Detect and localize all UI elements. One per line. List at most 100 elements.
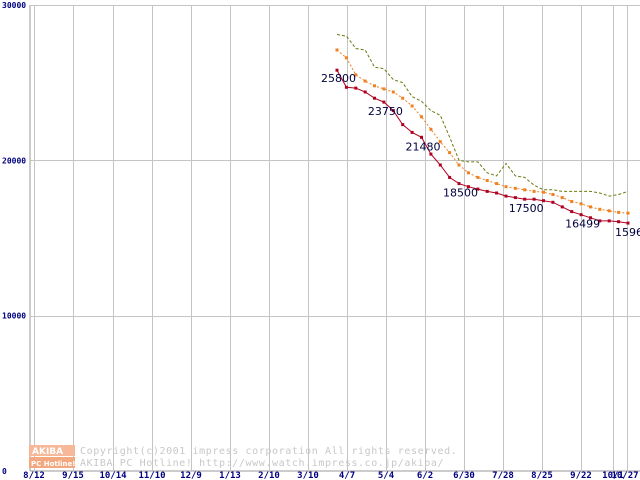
akiba-logo-top-text: AKIBA bbox=[32, 447, 63, 457]
point-low bbox=[542, 199, 545, 203]
point-average bbox=[457, 163, 461, 167]
point-average bbox=[401, 96, 405, 100]
x-tick-label: 7/28 bbox=[492, 471, 514, 480]
y-tick-label: 10000 bbox=[2, 312, 26, 321]
point-low bbox=[579, 213, 583, 217]
point-low bbox=[607, 219, 611, 223]
point-low bbox=[617, 220, 621, 224]
data-label: 21480 bbox=[406, 140, 441, 153]
point-average bbox=[598, 207, 602, 211]
x-tick-label: 8/25 bbox=[531, 471, 553, 480]
point-low bbox=[504, 194, 508, 198]
x-tick-label: 11/10 bbox=[138, 471, 165, 480]
data-label: 23750 bbox=[368, 105, 403, 118]
point-low bbox=[476, 187, 480, 191]
point-average bbox=[391, 90, 395, 94]
point-low bbox=[513, 196, 517, 200]
series-line-average bbox=[336, 49, 629, 214]
x-tick-label: 6/2 bbox=[417, 471, 433, 480]
data-label: 16499 bbox=[565, 218, 600, 231]
point-average bbox=[513, 186, 517, 190]
point-low bbox=[354, 86, 358, 90]
copyright-line: Copyright(c)2001 impress corporation All… bbox=[80, 446, 457, 457]
x-tick-label: 5/4 bbox=[378, 471, 395, 480]
point-average bbox=[429, 127, 433, 131]
y-tick-label: 20000 bbox=[2, 156, 26, 165]
y-tick-label: 30000 bbox=[2, 1, 26, 10]
point-low bbox=[382, 100, 386, 104]
point-average bbox=[476, 175, 480, 179]
x-tick-label: 10/1 bbox=[602, 471, 624, 480]
point-low bbox=[429, 152, 433, 156]
point-average bbox=[373, 84, 376, 88]
point-low bbox=[570, 210, 574, 214]
point-low bbox=[560, 205, 564, 209]
point-average bbox=[344, 56, 348, 60]
point-average bbox=[335, 48, 339, 52]
point-average bbox=[495, 182, 499, 186]
point-low bbox=[532, 197, 536, 201]
point-low bbox=[401, 123, 405, 127]
point-average bbox=[485, 179, 489, 182]
point-average bbox=[466, 171, 470, 175]
point-average bbox=[589, 205, 592, 209]
point-average bbox=[570, 200, 574, 203]
point-average bbox=[410, 104, 414, 108]
point-low bbox=[485, 189, 489, 193]
x-tick-label: 3/10 bbox=[297, 471, 319, 480]
series-line-high bbox=[336, 34, 629, 197]
x-tick-label: 10/27 bbox=[611, 471, 638, 480]
akiba-logo-top bbox=[29, 445, 75, 456]
point-average bbox=[579, 202, 583, 206]
x-tick-label: 6/30 bbox=[453, 471, 475, 480]
x-tick-label: 10/14 bbox=[99, 471, 127, 480]
point-low bbox=[344, 85, 348, 89]
point-average bbox=[523, 188, 527, 192]
point-low bbox=[626, 221, 630, 225]
point-average bbox=[617, 210, 621, 214]
point-low bbox=[448, 175, 452, 179]
x-tick-label: 12/9 bbox=[180, 471, 202, 480]
point-average bbox=[438, 140, 442, 144]
point-low bbox=[335, 68, 339, 72]
x-tick-label: 8/12 bbox=[23, 471, 45, 480]
point-average bbox=[448, 151, 452, 155]
point-average bbox=[363, 79, 367, 83]
point-average bbox=[382, 87, 386, 91]
point-low bbox=[495, 191, 499, 195]
point-low bbox=[373, 96, 376, 100]
point-average bbox=[542, 190, 545, 194]
point-average bbox=[551, 193, 555, 196]
point-average bbox=[354, 73, 358, 77]
akiba-logo-bottom-text: PC Hotline! bbox=[31, 460, 75, 468]
point-low bbox=[466, 185, 470, 189]
x-tick-label: 9/22 bbox=[570, 471, 592, 480]
point-average bbox=[560, 196, 564, 200]
data-label: 17500 bbox=[509, 202, 544, 215]
data-label: 18500 bbox=[443, 187, 478, 200]
point-average bbox=[420, 115, 423, 119]
y-tick-label: 0 bbox=[2, 467, 7, 476]
point-low bbox=[523, 197, 527, 201]
point-average bbox=[532, 189, 536, 193]
point-low bbox=[598, 219, 602, 223]
point-average bbox=[607, 209, 611, 213]
point-low bbox=[391, 109, 395, 113]
point-low bbox=[420, 135, 423, 139]
x-tick-label: 4/7 bbox=[339, 471, 355, 480]
point-low bbox=[457, 182, 461, 186]
point-low bbox=[589, 216, 592, 220]
data-label: 25800 bbox=[321, 72, 356, 85]
x-tick-label: 9/15 bbox=[62, 471, 84, 480]
point-low bbox=[363, 90, 367, 94]
point-low bbox=[438, 163, 442, 167]
point-low bbox=[410, 130, 414, 134]
x-tick-label: 1/13 bbox=[219, 471, 241, 480]
series-line-low bbox=[336, 69, 629, 224]
copyright-watermark: AKIBA PC Hotline! Copyright(c)2001 impre… bbox=[29, 445, 457, 469]
x-tick-label: 2/10 bbox=[258, 471, 280, 480]
point-low bbox=[551, 200, 555, 204]
